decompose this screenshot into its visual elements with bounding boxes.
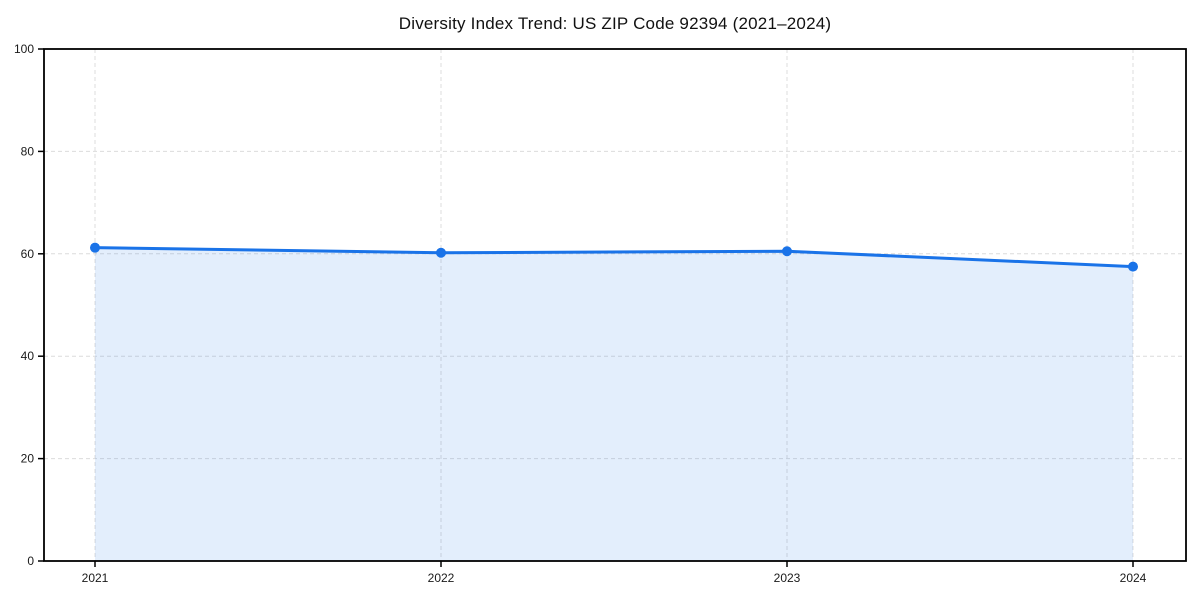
- data-point-2021: [90, 242, 100, 253]
- x-tick-label-2022: 2022: [428, 571, 455, 585]
- y-tick-label-80: 80: [21, 144, 35, 158]
- x-tick-label-2021: 2021: [82, 571, 109, 585]
- data-point-2024: [1128, 261, 1138, 272]
- trend-line: [93, 246, 1135, 269]
- y-tick-label-100: 100: [14, 42, 34, 56]
- data-point-2023: [782, 246, 792, 257]
- chart-title: Diversity Index Trend: US ZIP Code 92394…: [398, 14, 832, 33]
- plot-border: [43, 48, 1187, 562]
- x-tick-label-2023: 2023: [774, 571, 801, 585]
- area-fill: [95, 247, 1133, 561]
- y-tick-label-40: 40: [21, 349, 35, 363]
- x-tick-label-2024: 2024: [1120, 571, 1147, 585]
- y-tick-label-0: 0: [27, 554, 34, 568]
- y-tick-label-20: 20: [21, 452, 35, 466]
- y-tick-label-60: 60: [21, 247, 35, 261]
- data-point-2022: [436, 247, 446, 258]
